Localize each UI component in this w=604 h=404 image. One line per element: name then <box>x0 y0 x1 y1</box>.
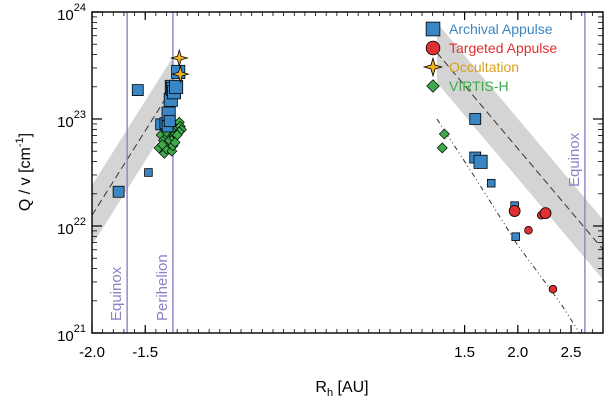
legend-marker-targeted-appulse <box>425 40 441 56</box>
point-targeted-appulse <box>539 207 552 220</box>
y-axis-title: Q / v [cm-1] <box>14 133 34 211</box>
x-tick-label: 1.5 <box>454 344 475 361</box>
point-targeted-appulse <box>548 284 558 294</box>
x-axis-title-unit: [AU] <box>333 379 369 396</box>
event-lines: Equinox Perihelion Equinox <box>108 12 586 333</box>
x-tick-label: 2.5 <box>561 344 582 361</box>
y-tick-label: 1022 <box>57 216 86 238</box>
point-archival-appulse <box>469 113 482 125</box>
model-band-segment <box>92 56 173 246</box>
point-archival-appulse <box>131 84 144 97</box>
x-tick-label: -2.0 <box>79 344 105 361</box>
point-virtis-h <box>156 139 168 151</box>
point-archival-appulse <box>169 79 184 94</box>
y-axis-title-main: Q / v [cm <box>17 147 34 211</box>
point-virtis-h <box>438 128 450 140</box>
point-archival-appulse <box>473 154 488 169</box>
model-dashed-line <box>92 86 174 216</box>
model-band-segment <box>436 22 603 280</box>
axis-ticks: -2.0 -1.5 1.5 2.0 2.5 1021 1022 1023 1024 <box>57 2 604 361</box>
event-label-equinox: Equinox <box>566 132 583 187</box>
legend-marker-occultation <box>422 56 444 78</box>
point-occultation <box>169 48 189 68</box>
point-occultation <box>171 64 190 84</box>
point-archival-appulse <box>511 232 520 241</box>
y-tick-label: 1023 <box>57 109 86 131</box>
model-dashed-line <box>436 52 603 250</box>
legend-label-occultation: Occultation <box>449 59 519 75</box>
y-axis-title-exponent: -1 <box>14 137 26 147</box>
point-targeted-appulse <box>524 226 533 235</box>
point-archival-appulse <box>486 178 496 188</box>
legend-label-targeted-appulse: Targeted Appulse <box>449 40 557 56</box>
point-archival-appulse <box>144 168 153 177</box>
y-tick-label: 1021 <box>57 323 86 345</box>
point-archival-appulse <box>112 185 125 198</box>
x-axis-title: Rh [AU] <box>315 379 368 399</box>
x-axis-title-main: R <box>315 379 327 396</box>
event-label-equinox: Equinox <box>108 266 125 321</box>
x-tick-label: -1.5 <box>132 344 158 361</box>
event-label-perihelion: Perihelion <box>154 254 171 321</box>
point-virtis-h <box>166 145 178 157</box>
legend-label-archival-appulse: Archival Appulse <box>449 21 553 37</box>
legend: Archival Appulse Targeted Appulse Occultat… <box>422 21 557 94</box>
point-archival-appulse <box>163 115 176 128</box>
legend-marker-virtis-h <box>426 79 440 93</box>
legend-label-virtis-h: VIRTIS-H <box>449 78 509 94</box>
x-tick-label: 2.0 <box>507 344 528 361</box>
model-uncertainty-band <box>92 22 603 280</box>
x-axis-title-subscript: h <box>327 387 333 399</box>
y-tick-label: 1024 <box>57 2 86 24</box>
model-curves <box>92 52 603 333</box>
point-virtis-h <box>169 137 181 149</box>
y-axis-title-close: ] <box>17 133 34 137</box>
point-targeted-appulse <box>508 205 521 217</box>
point-virtis-h <box>436 142 448 154</box>
legend-marker-archival-appulse <box>425 21 441 37</box>
data-points <box>112 48 558 294</box>
